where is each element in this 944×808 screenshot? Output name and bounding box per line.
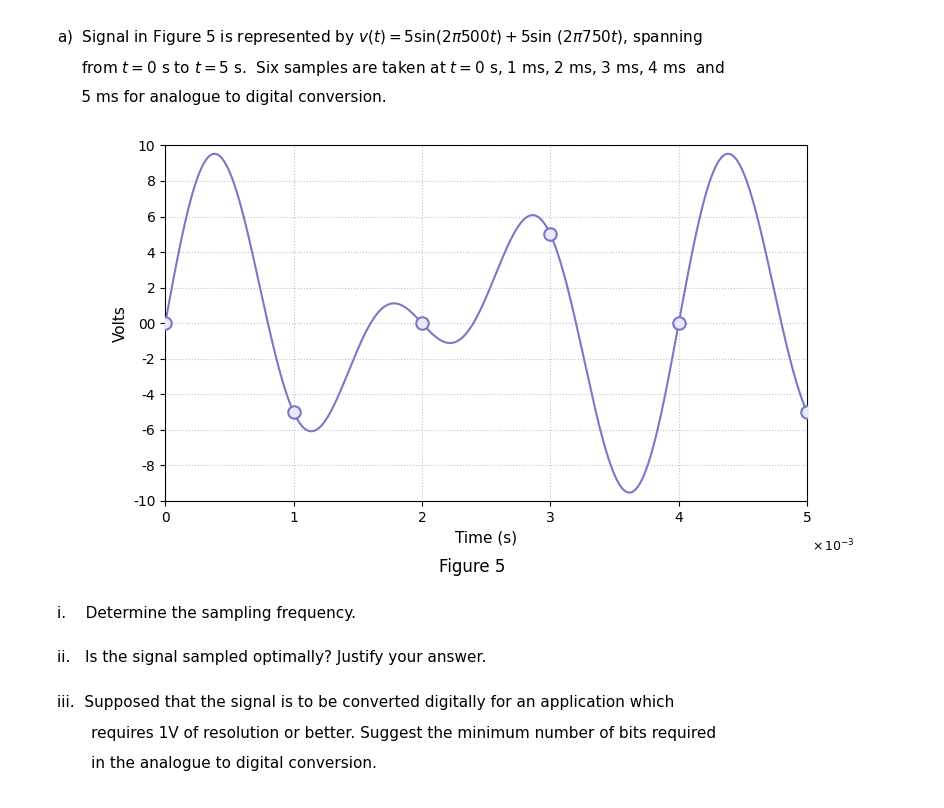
Text: requires 1V of resolution or better. Suggest the minimum number of bits required: requires 1V of resolution or better. Sug… — [57, 726, 716, 741]
Text: iii.  Supposed that the signal is to be converted digitally for an application w: iii. Supposed that the signal is to be c… — [57, 695, 674, 710]
X-axis label: Time (s): Time (s) — [455, 530, 517, 545]
Text: 5 ms for analogue to digital conversion.: 5 ms for analogue to digital conversion. — [57, 90, 386, 105]
Text: a)  Signal in Figure 5 is represented by $v(t) = 5\sin(2\pi500t) + 5\sin\,(2\pi7: a) Signal in Figure 5 is represented by … — [57, 28, 702, 48]
Text: $\times\,10^{-3}$: $\times\,10^{-3}$ — [812, 537, 854, 554]
Text: from $t = 0$ s to $t = 5$ s.  Six samples are taken at $t = 0$ s, 1 ms, 2 ms, 3 : from $t = 0$ s to $t = 5$ s. Six samples… — [57, 59, 724, 78]
Text: Figure 5: Figure 5 — [439, 558, 505, 575]
Text: ii.   Is the signal sampled optimally? Justify your answer.: ii. Is the signal sampled optimally? Jus… — [57, 650, 486, 666]
Y-axis label: Volts: Volts — [112, 305, 127, 342]
Text: in the analogue to digital conversion.: in the analogue to digital conversion. — [57, 756, 377, 772]
Text: i.    Determine the sampling frequency.: i. Determine the sampling frequency. — [57, 606, 356, 621]
